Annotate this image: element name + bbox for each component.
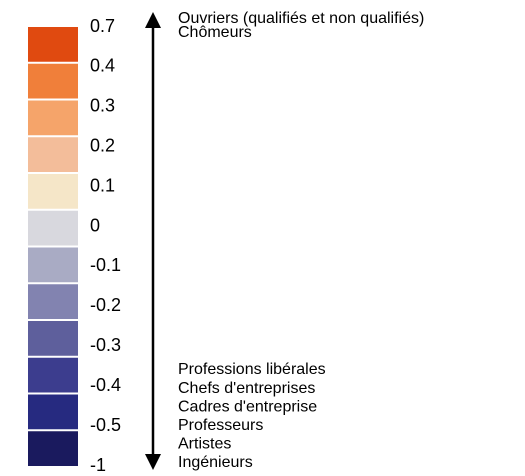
top-item: Chômeurs [178, 24, 252, 41]
arrow-head-up [145, 12, 161, 28]
color-swatch [28, 100, 78, 136]
bottom-item: Artistes [178, 436, 231, 453]
color-swatch [28, 357, 78, 393]
bottom-item: Professeurs [178, 417, 263, 434]
scale-label: -0.4 [90, 375, 121, 395]
color-swatch [28, 174, 78, 209]
color-swatch [28, 247, 78, 283]
bottom-item: Chefs d'entreprises [178, 380, 315, 397]
bottom-item: Cadres d'entreprise [178, 398, 317, 415]
scale-label: -0.3 [90, 335, 121, 355]
scale-label: 0.3 [90, 96, 115, 116]
color-swatch [28, 284, 78, 319]
scale-label: 0.1 [90, 175, 115, 195]
scale-label: -0.1 [90, 255, 121, 275]
scale-label: 0.4 [90, 56, 115, 76]
top-item: Ouvriers (qualifiés et non qualifiés) [178, 10, 424, 27]
color-swatch [28, 63, 78, 99]
color-swatch [28, 137, 78, 172]
bottom-item: Ingénieurs [178, 454, 253, 471]
color-swatch [28, 431, 78, 466]
bottom-item: Professions libérales [178, 361, 326, 378]
arrow-head-down [145, 454, 161, 470]
scale-label: -1 [90, 455, 106, 475]
scale-label: -0.5 [90, 415, 121, 435]
color-swatch [28, 321, 78, 356]
scale-label: 0 [90, 215, 100, 235]
color-swatch [28, 27, 78, 62]
color-swatch [28, 210, 78, 246]
scale-label: -0.2 [90, 295, 121, 315]
color-swatch [28, 394, 78, 430]
scale-label: 0.7 [90, 16, 115, 36]
scale-label: 0.2 [90, 135, 115, 155]
